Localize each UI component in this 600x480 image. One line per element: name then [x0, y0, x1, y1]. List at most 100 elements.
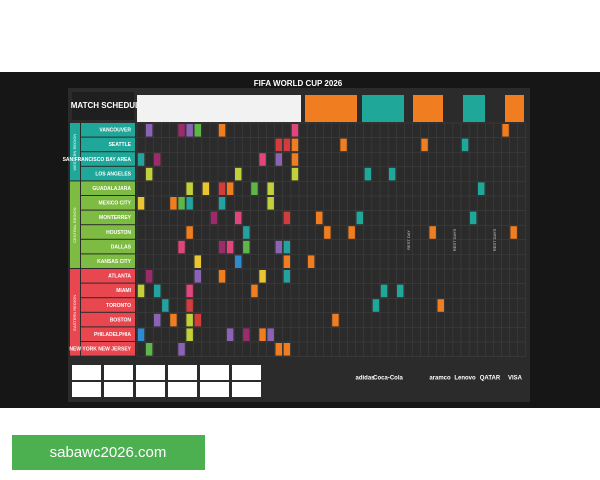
match-cell — [283, 270, 291, 283]
region-band — [70, 269, 80, 356]
match-cell — [324, 226, 331, 239]
match-cell — [235, 167, 242, 181]
city-cell — [81, 342, 135, 356]
region-label: CENTRAL REGION — [72, 207, 77, 243]
match-cell — [145, 343, 153, 356]
match-cell — [194, 255, 201, 268]
city-cell — [81, 225, 135, 239]
match-cell — [283, 343, 291, 356]
group-box — [104, 365, 133, 380]
region-label: EASTERN REGION — [72, 295, 77, 331]
city-name: KANSAS CITY — [97, 259, 132, 265]
match-cell — [259, 153, 266, 166]
match-cell — [235, 211, 242, 225]
match-cell — [137, 197, 145, 210]
match-cell — [194, 270, 201, 283]
sponsor-logo: adidas — [355, 376, 375, 382]
match-cell — [154, 284, 161, 298]
match-cell — [291, 153, 299, 166]
city-name: LOS ANGELES — [95, 171, 131, 177]
match-cell — [186, 299, 193, 312]
match-cell — [251, 284, 258, 298]
match-cell — [137, 284, 145, 298]
match-cell — [267, 328, 274, 341]
sponsor-logo: VISA — [508, 376, 523, 382]
match-cell — [137, 328, 145, 341]
match-cell — [356, 211, 363, 225]
match-cell — [461, 138, 469, 152]
sponsor-logo: Coca-Cola — [373, 376, 403, 382]
city-cell — [81, 123, 135, 137]
match-cell — [194, 124, 201, 137]
region-band — [70, 123, 80, 181]
match-cell — [243, 226, 250, 239]
group-box — [72, 382, 101, 397]
match-cell — [388, 167, 396, 181]
group-box — [72, 365, 101, 380]
match-cell — [186, 328, 193, 341]
group-box — [232, 382, 261, 397]
match-cell — [291, 167, 299, 181]
match-cell — [137, 153, 145, 166]
match-cell — [194, 313, 201, 327]
sponsor-logo: QATAR — [480, 376, 501, 382]
group-box — [136, 382, 165, 397]
city-name: DALLAS — [111, 244, 132, 250]
city-name: GUADALAJARA — [92, 186, 131, 192]
match-cell — [218, 124, 226, 137]
match-cell — [186, 124, 193, 137]
sponsor-logo: Lenovo — [454, 376, 476, 382]
city-cell — [81, 152, 135, 166]
match-cell — [170, 313, 177, 327]
match-cell — [421, 138, 428, 152]
match-cell — [429, 226, 436, 239]
match-cell — [437, 299, 444, 312]
group-box — [168, 382, 197, 397]
city-name: MIAMI — [116, 288, 131, 294]
match-cell — [397, 284, 404, 298]
city-cell — [81, 283, 135, 298]
city-name: PHILADELPHIA — [94, 332, 131, 338]
match-cell — [283, 240, 291, 254]
group-legend — [72, 365, 261, 397]
match-cell — [348, 226, 355, 239]
link-text[interactable]: sabawc2026.com — [50, 444, 167, 461]
match-cell — [186, 182, 193, 195]
match-cell — [218, 182, 226, 195]
city-name: BOSTON — [110, 317, 132, 323]
city-cell — [81, 312, 135, 327]
match-cell — [202, 182, 210, 195]
match-cell — [162, 299, 169, 312]
group-stage-header — [137, 95, 301, 122]
match-cell — [186, 313, 193, 327]
match-cell — [259, 328, 266, 341]
match-cell — [186, 226, 193, 239]
match-cell — [283, 211, 291, 225]
group-box — [200, 382, 229, 397]
match-cell — [275, 343, 282, 356]
group-box — [104, 382, 133, 397]
rest-day-label: REST DAY — [406, 230, 411, 250]
match-cell — [364, 167, 372, 181]
region-band — [70, 181, 80, 268]
round-header — [305, 95, 357, 122]
match-cell — [210, 211, 218, 225]
match-cell — [291, 138, 299, 152]
match-cell — [218, 240, 226, 254]
city-name: MONTERREY — [99, 215, 132, 221]
link-badge[interactable] — [12, 435, 205, 470]
match-cell — [243, 328, 250, 341]
city-name: NEW YORK NEW JERSEY — [69, 347, 131, 353]
sponsor-logo: aramco — [429, 376, 451, 382]
city-name: VANCOUVER — [99, 128, 131, 134]
round-header — [463, 95, 485, 122]
city-name: TORONTO — [106, 303, 131, 309]
match-cell — [218, 197, 226, 210]
match-cell — [235, 255, 242, 268]
city-cell — [81, 196, 135, 210]
city-name: HOUSTON — [106, 230, 131, 236]
city-cell — [81, 137, 135, 152]
city-cell — [81, 254, 135, 268]
